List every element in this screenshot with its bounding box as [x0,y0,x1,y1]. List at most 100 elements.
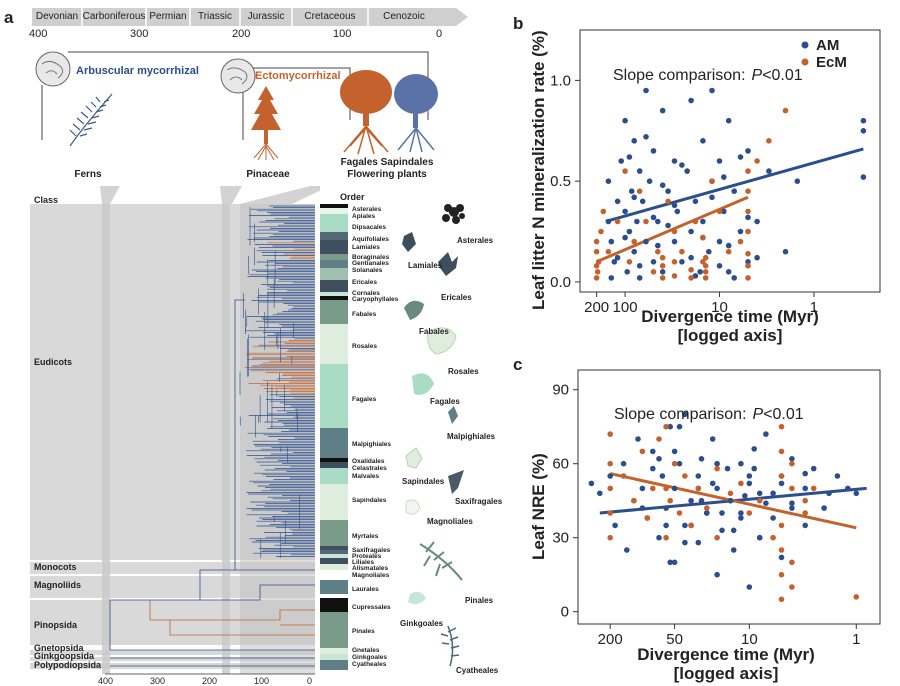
point-am [716,263,723,269]
point-am [663,522,669,529]
order-aquifoliales: Aquifoliales [352,236,389,243]
point-am [676,460,683,467]
point-am [650,465,656,472]
point-ecm [766,138,772,144]
class-header: Class [34,195,59,205]
point-am [608,238,615,245]
order-fagales: Fagales [352,396,377,403]
point-am [697,269,703,275]
point-am [622,117,628,124]
point-ecm [631,497,637,504]
point-ecm [700,234,706,241]
order-saxifragales: Saxifragales [352,547,391,554]
fit-line-ecm [596,195,749,264]
order-myrtales: Myrtales [352,533,379,540]
point-am [778,480,785,487]
point-ecm [692,218,699,225]
point-am [802,470,808,477]
point-am [639,485,646,492]
point-ecm [607,510,613,516]
point-ecm [700,259,706,265]
point-ecm [639,448,646,455]
top-tick-300: 300 [130,28,149,40]
order-cyatheales: Cyatheales [352,661,387,668]
class-ginkgoopsida: Ginkgoopsida [34,651,95,661]
point-am [714,571,720,578]
point-am [679,162,685,168]
point-ecm [702,269,709,275]
point-am [709,480,716,487]
point-ecm [714,534,720,541]
point-am [620,460,627,467]
point-am [624,547,630,553]
point-am [730,547,737,553]
point-am [802,485,808,492]
point-am [763,500,769,506]
x-tick-label: 10 [741,631,758,648]
sil-magnoliales: Magnoliales [427,517,473,526]
point-am [676,423,683,430]
point-ecm [667,497,673,504]
point-ecm [636,188,643,194]
point-am [597,490,603,497]
point-am [650,259,657,265]
label-fagales-sapindales: Fagales Sapindales [340,157,434,168]
point-am [721,208,727,215]
point-ecm [671,259,678,265]
point-am [643,134,649,140]
point-ecm [770,534,776,541]
point-ecm [656,436,662,442]
point-am [714,485,720,492]
y-tick-label: 0.0 [550,274,571,291]
sil-asterales: Asterales [457,236,494,245]
point-am [745,148,751,154]
point-am [682,539,688,546]
point-am [692,198,699,205]
order-asterales: Asterales [352,206,382,213]
point-am [794,178,801,184]
point-am [725,117,732,124]
point-ecm [745,228,751,235]
point-am [628,188,635,194]
sil-lamiales: Lamiales [408,261,443,270]
class-eudicots: Eudicots [34,357,73,367]
point-ecm [727,490,734,497]
point-am [665,188,671,194]
point-ecm [745,250,751,257]
slope-annotation-b: Slope comparison: P<0.01 [613,67,803,84]
point-ecm [802,497,808,504]
top-tick-200: 200 [232,28,251,40]
point-am [671,202,678,209]
order-rosales: Rosales [352,343,377,350]
point-am [725,242,732,249]
point-ecm [607,460,613,467]
order-lamiales: Lamiales [352,244,380,251]
point-ecm [745,275,751,281]
point-ecm [704,505,710,511]
point-ecm [688,522,694,529]
point-am [639,198,646,205]
class-polypodiopsida: Polypodiopsida [34,660,102,670]
point-am [821,505,827,511]
point-ecm [671,460,678,467]
point-ecm [593,248,600,255]
point-am [674,208,681,215]
point-am [605,218,612,225]
point-am [698,497,705,504]
sil-rosales: Rosales [448,367,479,376]
sil-sapindales: Sapindales [402,477,445,486]
order-alismatales: Alismatales [352,565,389,572]
point-am [643,87,649,94]
point-ecm [605,248,612,255]
class-gnetopsida: Gnetopsida [34,643,84,653]
point-ecm [709,178,715,184]
point-ecm [778,522,785,529]
point-am [682,411,688,418]
sil-fagales: Fagales [430,397,460,406]
plot-frame-c [577,369,881,625]
order-caryophyllales: Caryophyllales [352,296,399,303]
point-am [731,275,737,281]
sil-fabales: Fabales [419,327,449,336]
point-am [709,194,715,201]
